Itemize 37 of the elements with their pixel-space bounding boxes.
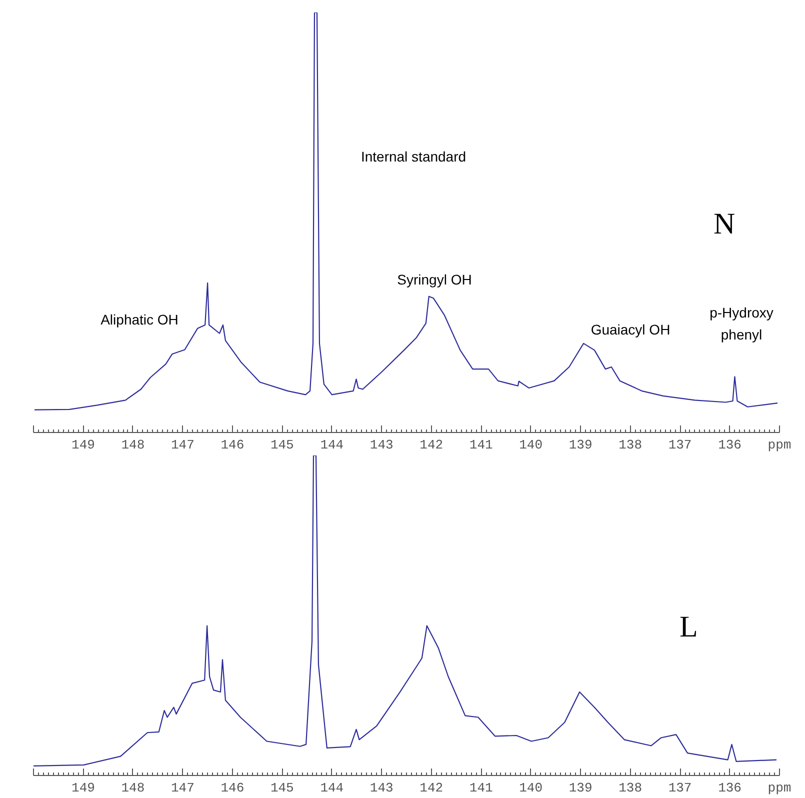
x-tick-label: 138	[618, 438, 642, 452]
x-tick-label: 142	[420, 780, 444, 796]
x-axis-title: ppm	[768, 780, 792, 796]
annotation: Guaiacyl OH	[590, 322, 670, 338]
x-tick-label: 148	[121, 780, 145, 796]
text: L	[680, 610, 698, 644]
x-axis-title: ppm	[768, 438, 792, 452]
x-tick-label: 146	[220, 438, 244, 452]
x-tick-label: 145	[270, 438, 294, 452]
x-tick-label: 137	[668, 780, 692, 796]
x-tick-label: 144	[320, 780, 344, 796]
x-tick-label: 140	[519, 780, 543, 796]
x-tick-label: 141	[469, 438, 493, 452]
x-tick-label: 146	[220, 780, 244, 796]
x-tick-label: 145	[270, 780, 294, 796]
annotation: Aliphatic OH	[100, 312, 178, 328]
x-tick-label: 136	[718, 438, 742, 452]
x-tick-label: 138	[618, 780, 642, 796]
annotation: Syringyl OH	[397, 272, 472, 288]
x-tick-label: 140	[519, 438, 543, 452]
x-tick-label: 143	[370, 438, 394, 452]
text: N	[714, 208, 736, 240]
x-tick-label: 139	[568, 438, 592, 452]
annotation: Internal standard	[360, 148, 466, 164]
x-tick-label: 149	[72, 438, 95, 452]
annotation: p-Hydroxy phenyl	[710, 304, 774, 342]
x-tick-label: 141	[469, 780, 493, 796]
x-tick-label: 149	[72, 780, 95, 796]
x-tick-label: 139	[568, 780, 592, 796]
x-tick-label: 147	[171, 438, 194, 452]
x-tick-label: 144	[320, 438, 344, 452]
x-tick-label: 147	[171, 780, 194, 796]
x-tick-label: 136	[718, 780, 742, 796]
x-tick-label: 142	[420, 438, 444, 452]
x-tick-label: 143	[370, 780, 394, 796]
x-tick-label: 137	[668, 438, 692, 452]
x-tick-label: 148	[121, 438, 145, 452]
